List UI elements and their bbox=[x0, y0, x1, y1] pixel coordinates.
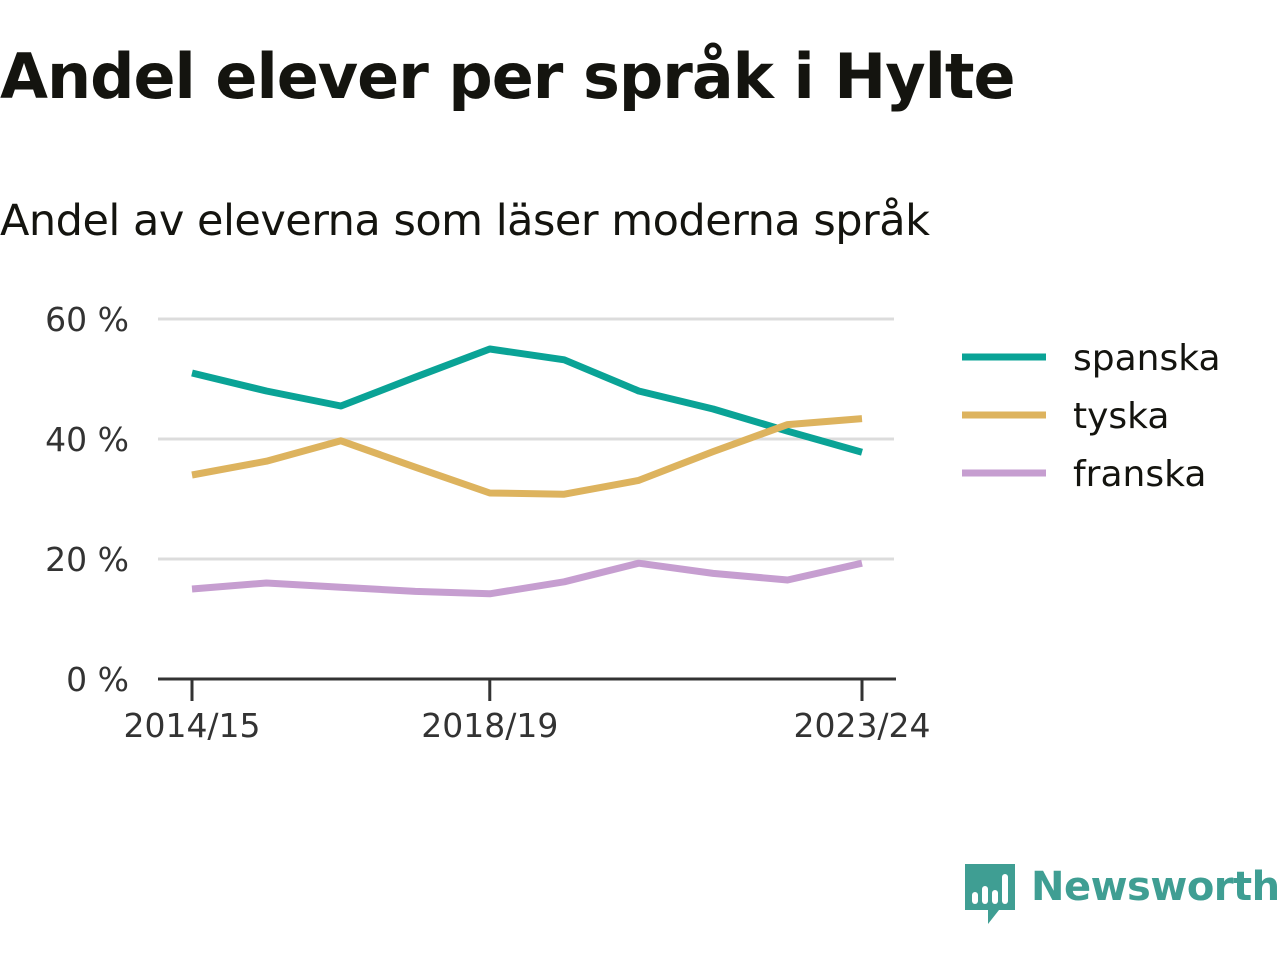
x-tick-label: 2018/19 bbox=[421, 706, 558, 745]
chart-subtitle: Andel av eleverna som läser moderna språ… bbox=[0, 196, 930, 246]
brand-name: Newsworthy bbox=[1031, 864, 1280, 910]
legend-label-tyska: tyska bbox=[1073, 396, 1169, 437]
legend-label-franska: franska bbox=[1073, 454, 1206, 495]
newsworthy-logo-icon bbox=[965, 864, 1015, 924]
series-line-spanska bbox=[191, 345, 863, 456]
chart-title: Andel elever per språk i Hylte bbox=[0, 40, 1016, 113]
series-line-tyska bbox=[191, 415, 863, 498]
series-lines bbox=[191, 345, 863, 598]
x-axis bbox=[158, 677, 896, 701]
y-tick-label: 60 % bbox=[45, 300, 129, 339]
x-tick-label: 2014/15 bbox=[123, 706, 260, 745]
x-tick-label: 2023/24 bbox=[793, 706, 930, 745]
series-line-franska bbox=[191, 559, 863, 598]
gridlines bbox=[158, 317, 894, 561]
y-tick-label: 40 % bbox=[45, 420, 129, 459]
legend-label-spanska: spanska bbox=[1073, 338, 1221, 379]
y-axis-tick-labels: 0 % 20 % 40 % 60 % bbox=[45, 300, 129, 699]
legend: spanska tyska franska bbox=[962, 338, 1221, 495]
brand-logo: Newsworthy bbox=[963, 862, 1280, 928]
y-tick-label: 0 % bbox=[66, 660, 129, 699]
y-tick-label: 20 % bbox=[45, 540, 129, 579]
x-axis-tick-labels: 2014/15 2018/19 2023/24 bbox=[123, 706, 930, 745]
